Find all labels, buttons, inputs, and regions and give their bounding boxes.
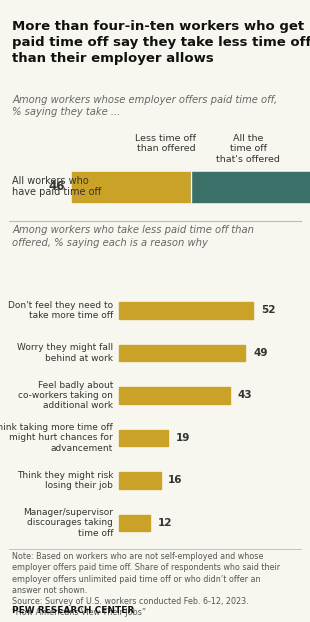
Bar	[119, 515, 150, 531]
Text: Think taking more time off
might hurt chances for
advancement: Think taking more time off might hurt ch…	[0, 423, 113, 453]
Bar	[119, 302, 253, 318]
Text: Less time off
than offered: Less time off than offered	[135, 134, 196, 153]
Bar	[191, 172, 310, 202]
Bar	[119, 388, 230, 404]
Text: 43: 43	[238, 391, 252, 401]
Text: 52: 52	[261, 305, 275, 315]
Text: Don't feel they need to
take more time off: Don't feel they need to take more time o…	[8, 301, 113, 320]
Text: 16: 16	[168, 475, 183, 486]
Text: 19: 19	[176, 433, 190, 443]
Text: Think they might risk
losing their job: Think they might risk losing their job	[17, 471, 113, 490]
Bar	[72, 172, 191, 202]
Text: 12: 12	[158, 518, 172, 528]
Text: Feel badly about
co-workers taking on
additional work: Feel badly about co-workers taking on ad…	[18, 381, 113, 411]
Bar	[119, 345, 246, 361]
Text: More than four-in-ten workers who get
paid time off say they take less time off
: More than four-in-ten workers who get pa…	[12, 20, 310, 65]
Text: Manager/supervisor
discourages taking
time off: Manager/supervisor discourages taking ti…	[23, 508, 113, 538]
Text: Among workers who take less paid time off than
offered, % saying each is a reaso: Among workers who take less paid time of…	[12, 225, 255, 248]
Text: Note: Based on workers who are not self-employed and whose
employer offers paid : Note: Based on workers who are not self-…	[12, 552, 281, 617]
Text: All workers who
have paid time off: All workers who have paid time off	[12, 176, 102, 197]
Text: 49: 49	[253, 348, 268, 358]
Text: All the
time off
that's offered: All the time off that's offered	[216, 134, 280, 164]
Bar	[119, 473, 161, 489]
Bar	[119, 430, 168, 446]
Text: 46: 46	[48, 180, 64, 193]
Text: Worry they might fall
behind at work: Worry they might fall behind at work	[17, 343, 113, 363]
Text: PEW RESEARCH CENTER: PEW RESEARCH CENTER	[12, 606, 135, 615]
Text: Among workers whose employer offers paid time off,
% saying they take ...: Among workers whose employer offers paid…	[12, 95, 277, 117]
